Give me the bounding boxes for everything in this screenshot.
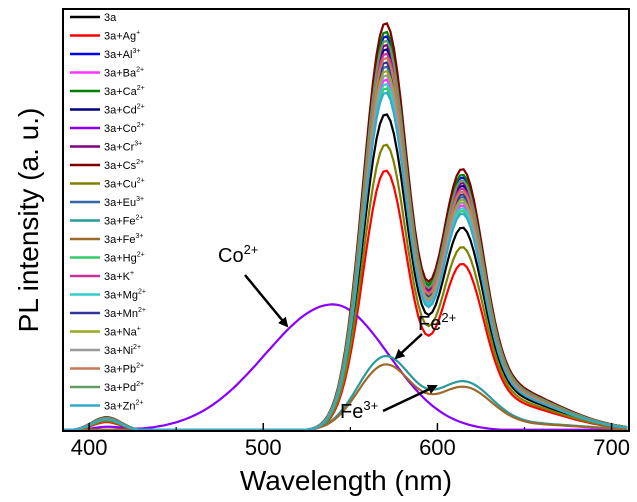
- y-axis-label: PL intensity (a. u.): [13, 108, 44, 333]
- series-line-ag-plus: [63, 169, 628, 431]
- legend-entry: 3a: [104, 12, 117, 24]
- x-axis-label: Wavelength (nm): [240, 465, 452, 496]
- legend: 3a 3a+Ag+ 3a+Al3+ 3a+Ba2+ 3a+Ca2+ 3a+Cd2+ 3a+C…: [70, 12, 146, 413]
- annotation-co-2plus: Co2+: [218, 242, 258, 267]
- x-tick-label-700: 700: [593, 435, 630, 460]
- annotation-arrow: [382, 384, 438, 413]
- legend-entry: 3a+K+: [104, 270, 134, 283]
- x-tick-label-600: 600: [419, 435, 456, 460]
- legend-entry: 3a+Zn2+: [104, 400, 143, 413]
- x-tick-label-500: 500: [245, 435, 282, 460]
- legend-entry: 3a+Mn2+: [104, 307, 146, 320]
- legend-entry: 3a+Cu2+: [104, 178, 145, 191]
- legend-entry: 3a+Ca2+: [104, 85, 145, 98]
- legend-entry: 3a+Na+: [104, 326, 141, 339]
- x-tick-label-400: 400: [71, 435, 108, 460]
- legend-entry: 3a+Hg2+: [104, 252, 145, 265]
- legend-entry: 3a+Pb2+: [104, 363, 144, 376]
- legend-entry: 3a+Eu3+: [104, 196, 144, 209]
- legend-entry: 3a+Cr3+: [104, 141, 142, 154]
- legend-entry: 3a+Co2+: [104, 122, 145, 135]
- axis-ticks: 400 500 600 700: [71, 423, 630, 460]
- legend-entry: 3a+Ag+: [104, 30, 140, 43]
- legend-entry: 3a+Al3+: [104, 48, 140, 61]
- legend-entry: 3a+Ni2+: [104, 344, 141, 357]
- legend-entry: 3a+Fe3+: [104, 233, 143, 246]
- legend-entry: 3a+Cd2+: [104, 104, 145, 117]
- series-line-cu-2plus: [63, 143, 628, 431]
- plot-frame: [62, 8, 630, 432]
- legend-entry: 3a+Fe2+: [104, 215, 143, 228]
- spectrum-curves: [63, 22, 628, 431]
- annotation-fe-3plus: Fe3+: [340, 398, 378, 423]
- legend-entry: 3a+Ba2+: [104, 67, 144, 80]
- annotation-arrow: [244, 274, 289, 328]
- legend-entry: 3a+Pd2+: [104, 381, 144, 394]
- annotation-fe-2plus: Fe2+: [418, 310, 456, 335]
- legend-entry: 3a+Cs2+: [104, 159, 144, 172]
- annotations: Co2+ Fe2+ Fe3+: [218, 242, 456, 423]
- series-line-zn-2plus: [63, 91, 628, 431]
- series-line-co-2plus: [63, 303, 628, 431]
- annotation-arrow: [394, 333, 423, 360]
- legend-entry: 3a+Mg2+: [104, 289, 146, 302]
